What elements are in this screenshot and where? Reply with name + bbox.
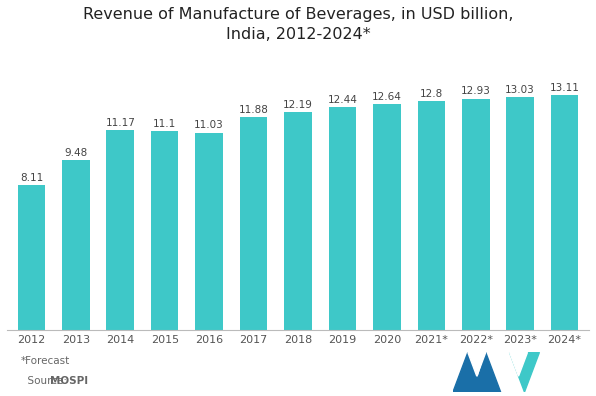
Polygon shape	[510, 352, 539, 392]
Text: 12.93: 12.93	[461, 86, 491, 97]
Bar	[240, 117, 268, 330]
Bar	[507, 97, 534, 330]
Text: 12.8: 12.8	[420, 89, 443, 99]
Text: 9.48: 9.48	[64, 148, 88, 158]
Text: Source:: Source:	[21, 376, 70, 386]
Polygon shape	[453, 352, 483, 392]
Text: 12.19: 12.19	[283, 100, 313, 110]
Bar	[62, 160, 89, 330]
Bar	[551, 95, 578, 330]
Bar	[418, 101, 445, 330]
Bar	[328, 107, 356, 330]
Text: 11.17: 11.17	[105, 118, 135, 128]
Polygon shape	[474, 352, 501, 392]
Text: 12.44: 12.44	[327, 95, 358, 105]
Title: Revenue of Manufacture of Beverages, in USD billion,
India, 2012-2024*: Revenue of Manufacture of Beverages, in …	[83, 7, 513, 42]
Text: 11.1: 11.1	[153, 119, 176, 129]
Bar	[373, 104, 401, 330]
Text: 11.88: 11.88	[238, 105, 269, 115]
Text: *Forecast: *Forecast	[21, 356, 70, 366]
Bar	[462, 99, 489, 330]
Bar	[107, 130, 134, 330]
Polygon shape	[468, 352, 486, 376]
Bar	[284, 112, 312, 330]
Text: 8.11: 8.11	[20, 173, 43, 183]
Bar	[151, 131, 178, 330]
Bar	[195, 133, 223, 330]
Text: 13.03: 13.03	[505, 85, 535, 95]
Polygon shape	[510, 352, 527, 376]
Text: 12.64: 12.64	[372, 91, 402, 102]
Text: 11.03: 11.03	[194, 120, 224, 130]
Text: 13.11: 13.11	[550, 83, 579, 93]
Text: MOSPI: MOSPI	[50, 376, 88, 386]
Bar	[18, 185, 45, 330]
